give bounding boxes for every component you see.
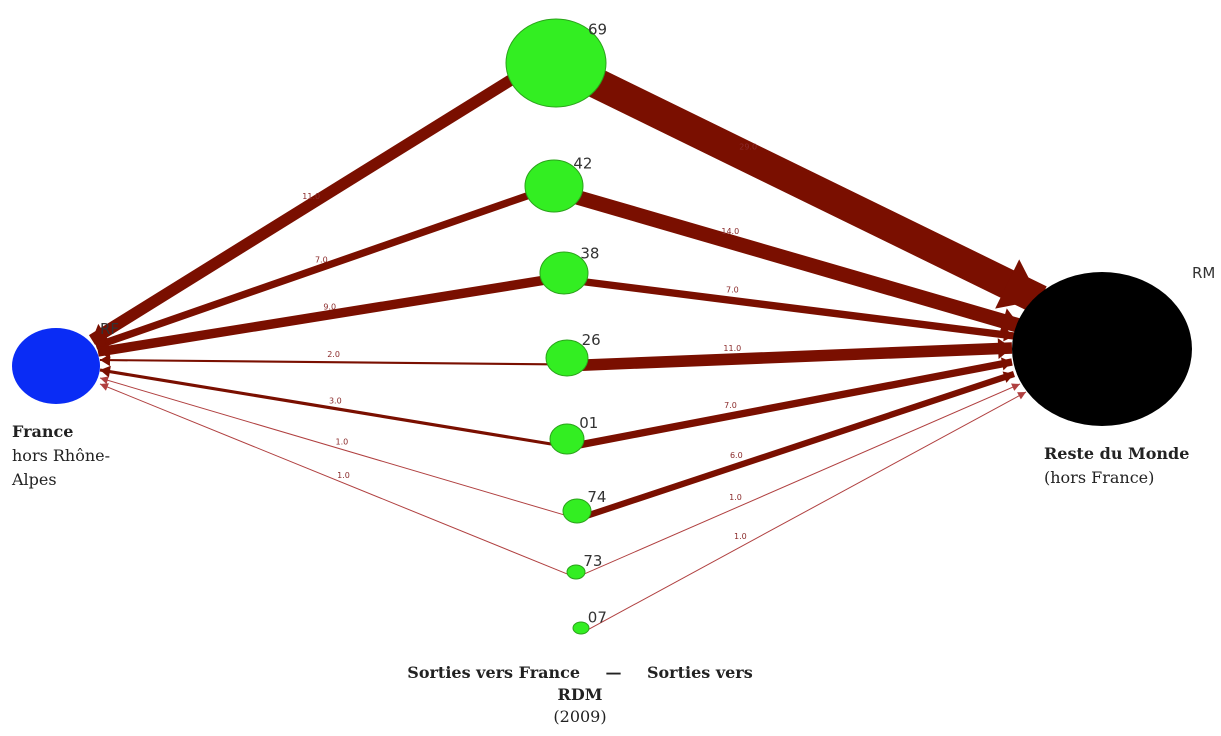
- flow-38-to-rdm-arrowhead: [1003, 328, 1014, 342]
- node-region-26-label: 26: [582, 331, 601, 349]
- node-region-73-label: 73: [583, 552, 602, 570]
- flow-69-to-france-arrowhead: [92, 323, 110, 342]
- flow-labels: 11.0 29.0 7.0 14.0 9.0 7.0 2.0 11.0 3.0 7.0 1.0 6.0…: [100, 21, 1215, 627]
- node-region-74: [562, 498, 592, 524]
- label-01-to-france: 3.0: [329, 397, 342, 406]
- node-region-01-label: 01: [579, 414, 598, 432]
- node-reste-du-monde: [1012, 272, 1192, 426]
- sink-description: Reste du Monde (hors France): [1044, 442, 1214, 490]
- label-42-to-france: 7.0: [315, 256, 328, 265]
- caption-dash: —: [605, 663, 622, 682]
- label-42-to-rdm: 14.0: [721, 227, 739, 236]
- source-title: France: [12, 422, 74, 441]
- label-38-to-rdm: 7.0: [726, 286, 739, 295]
- sink-title: Reste du Monde: [1044, 444, 1190, 463]
- flow-73-to-france: [99, 383, 569, 575]
- label-38-to-france: 9.0: [323, 303, 336, 312]
- caption-year: (2009): [553, 707, 607, 726]
- label-74-to-rdm: 6.0: [730, 451, 743, 460]
- node-region-42-label: 42: [573, 154, 592, 172]
- node-region-69: [505, 18, 607, 108]
- node-reste-du-monde-code: RM: [1192, 264, 1215, 282]
- flow-26-to-france-arrowhead: [100, 354, 111, 367]
- node-region-26: [545, 339, 589, 377]
- flow-42-to-france: [94, 191, 531, 350]
- flow-42-to-rdm: [572, 189, 1023, 334]
- flow-edges: [88, 66, 1047, 631]
- source-description: France hors Rhône-Alpes: [12, 420, 152, 492]
- label-73-to-france: 1.0: [337, 471, 350, 480]
- sink-subtitle: (hors France): [1044, 468, 1155, 487]
- node-region-38: [539, 251, 589, 295]
- label-74-to-france: 1.0: [335, 437, 348, 446]
- node-france: [12, 328, 100, 404]
- flow-74-to-rdm: [585, 371, 1015, 519]
- node-region-42: [524, 159, 584, 213]
- label-26-to-france: 2.0: [327, 350, 340, 359]
- node-region-01: [549, 423, 585, 455]
- flow-74-to-france: [99, 377, 566, 516]
- flow-26-to-france: [99, 358, 550, 366]
- flow-01-to-france-arrowhead: [100, 365, 111, 378]
- diagram-caption: Sorties vers France — Sorties vers RDM (…: [380, 662, 780, 728]
- label-01-to-rdm: 7.0: [724, 401, 737, 410]
- flow-69-to-france: [88, 73, 517, 345]
- node-region-69-label: 69: [588, 21, 607, 39]
- flow-38-to-france-arrowhead: [98, 341, 111, 359]
- source-subtitle: hors Rhône-Alpes: [12, 446, 111, 489]
- node-region-07-label: 07: [588, 608, 607, 626]
- flow-73-to-rdm: [582, 383, 1021, 576]
- flow-01-to-france: [99, 368, 553, 446]
- flow-69-to-rdm: [584, 66, 1047, 314]
- caption-line2: RDM: [557, 685, 603, 704]
- flow-42-to-rdm-arrowhead: [999, 308, 1020, 334]
- flow-07-to-rdm-arrowhead: [1017, 392, 1026, 400]
- flow-74-to-france-arrowhead: [100, 376, 109, 385]
- flow-07-to-rdm: [586, 391, 1027, 631]
- flow-01-to-rdm: [578, 358, 1013, 449]
- label-07-to-rdm: 1.0: [734, 532, 747, 541]
- flow-73-to-rdm-arrowhead: [1011, 383, 1020, 391]
- label-69-to-france: 11.0: [302, 192, 320, 201]
- flow-69-to-rdm-arrowhead: [995, 259, 1040, 309]
- flow-74-to-rdm-arrowhead: [1002, 371, 1014, 383]
- flow-nodes: [12, 18, 1192, 635]
- node-region-38-label: 38: [580, 244, 599, 262]
- flow-73-to-france-arrowhead: [100, 383, 109, 391]
- node-region-74-label: 74: [587, 488, 606, 506]
- flow-38-to-france: [97, 275, 545, 357]
- flow-26-to-rdm-arrowhead: [997, 338, 1012, 359]
- label-69-to-rdm: 29.0: [739, 142, 757, 151]
- node-region-07: [572, 621, 590, 635]
- flow-01-to-rdm-arrowhead: [1000, 357, 1012, 371]
- flow-26-to-rdm: [581, 342, 1013, 371]
- label-73-to-rdm: 1.0: [729, 493, 742, 502]
- caption-left: Sorties vers France: [407, 663, 581, 682]
- node-region-73: [566, 564, 586, 580]
- flow-38-to-rdm: [580, 277, 1015, 340]
- node-france-code: RF: [100, 320, 119, 338]
- label-26-to-rdm: 11.0: [723, 344, 741, 353]
- caption-right: Sorties vers: [646, 663, 753, 682]
